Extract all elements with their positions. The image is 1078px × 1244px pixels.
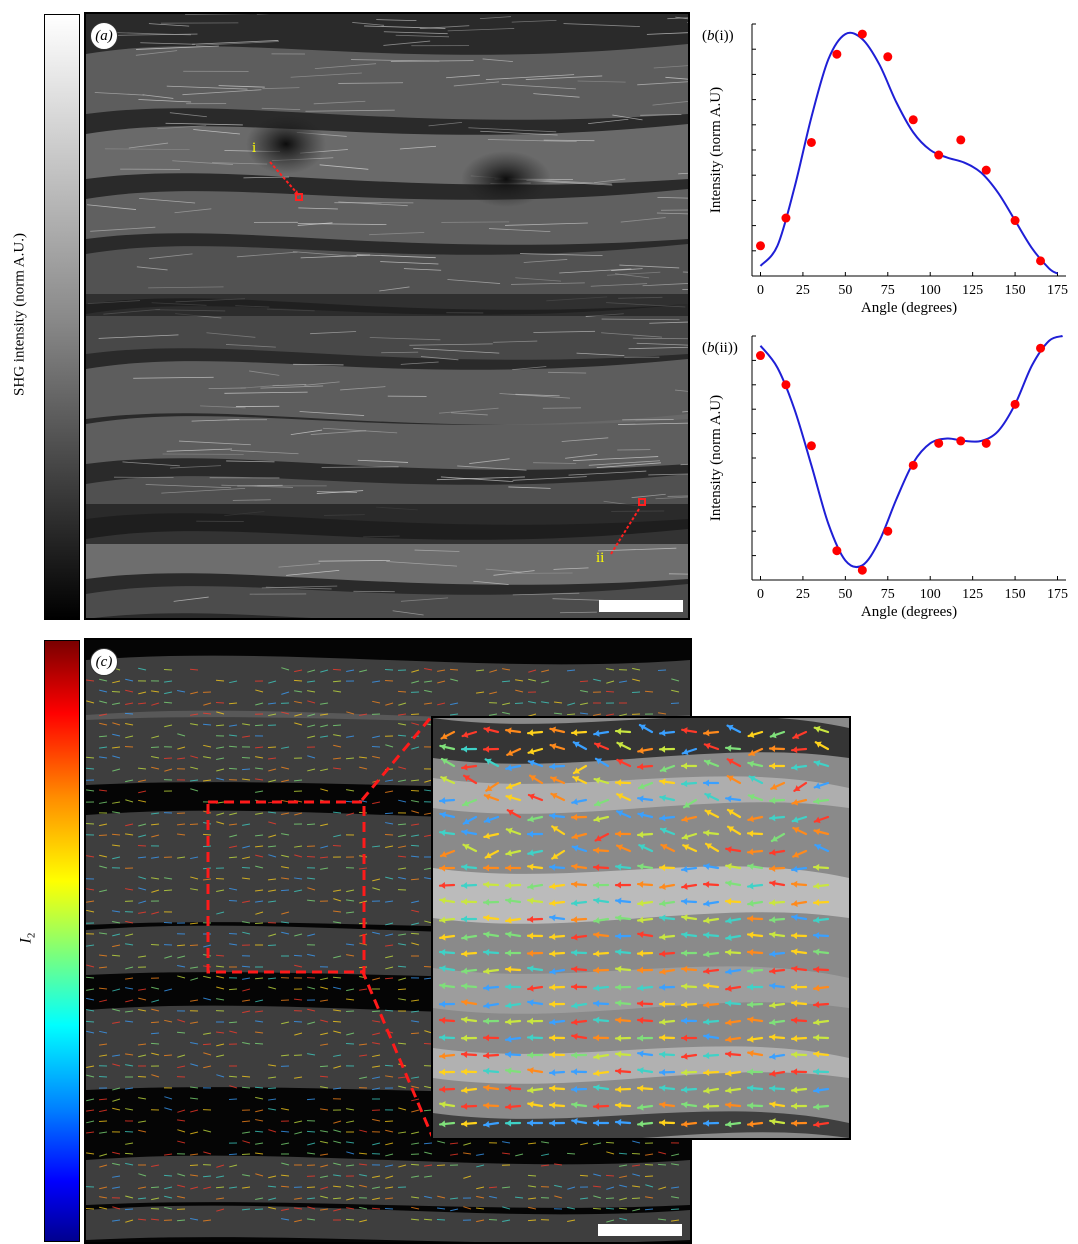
zoomed-inset bbox=[431, 716, 851, 1140]
inset-vector-field bbox=[433, 718, 849, 1138]
